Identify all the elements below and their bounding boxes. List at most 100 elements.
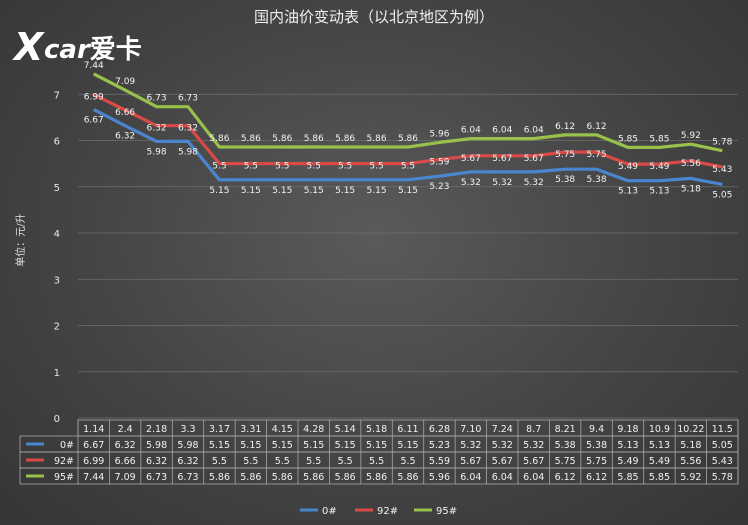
legend-label: 95# (436, 506, 457, 517)
data-label: 5.15 (272, 186, 292, 196)
table-value-cell: 5.15 (335, 440, 356, 451)
data-label: 5.85 (649, 134, 669, 144)
series-line-0 (92, 108, 723, 186)
data-label: 5.86 (241, 134, 261, 144)
xcar-logo: X car爱卡 (12, 25, 142, 69)
table-category-cell: 7.10 (460, 424, 481, 435)
table-value-cell: 5.15 (303, 440, 324, 451)
data-label: 5.15 (335, 186, 355, 196)
table-value-cell: 5.86 (397, 472, 418, 483)
table-value-cell: 5.86 (240, 472, 261, 483)
table-value-cell: 5.13 (649, 440, 670, 451)
data-label: 5.5 (212, 162, 226, 172)
data-label: 5.67 (492, 154, 512, 164)
table-value-cell: 5.5 (338, 456, 353, 467)
table-category-cell: 5.14 (335, 424, 356, 435)
table-category-cell: 9.18 (617, 424, 638, 435)
data-label: 5.15 (367, 186, 387, 196)
grid-lines (78, 93, 738, 419)
y-tick-label: 4 (54, 229, 60, 240)
data-label: 5.05 (712, 190, 732, 200)
data-label: 6.32 (147, 124, 167, 134)
table-value-cell: 5.38 (555, 440, 576, 451)
data-label: 5.92 (681, 131, 701, 141)
data-label: 5.38 (555, 175, 575, 185)
table-category-cell: 5.18 (366, 424, 387, 435)
data-label: 5.5 (338, 162, 352, 172)
series-line-95 (92, 72, 723, 153)
table-category-cell: 4.15 (272, 424, 293, 435)
table-category-cell: 3.17 (209, 424, 230, 435)
table-value-cell: 5.59 (429, 456, 450, 467)
table-value-cell: 5.78 (712, 472, 733, 483)
table-value-cell: 5.32 (523, 440, 544, 451)
data-label: 5.86 (398, 134, 418, 144)
series-line-92 (92, 93, 723, 169)
data-label: 5.15 (304, 186, 324, 196)
table-value-cell: 5.5 (369, 456, 384, 467)
legend-label: 0# (322, 506, 337, 517)
data-label: 5.67 (461, 154, 481, 164)
data-label: 6.99 (84, 93, 104, 103)
data-label: 5.15 (398, 186, 418, 196)
table-value-cell: 5.13 (617, 440, 638, 451)
table-category-cell: 9.4 (589, 424, 604, 435)
data-label: 5.78 (712, 138, 732, 148)
data-label: 6.66 (115, 108, 135, 118)
table-value-cell: 5.5 (243, 456, 258, 467)
data-label: 6.67 (84, 116, 104, 126)
data-table: 1.14 2.4 2.18 3.3 3.17 3.31 4.15 4.28 5.14 5.18 6.… (19, 419, 739, 485)
table-value-cell: 6.32 (177, 456, 198, 467)
table-category-cell: 1.14 (83, 424, 104, 435)
y-tick-label: 0 (54, 414, 60, 425)
y-tick-label: 5 (54, 183, 60, 194)
table-value-cell: 5.32 (492, 440, 513, 451)
data-label: 5.5 (307, 162, 321, 172)
table-value-cell: 5.67 (460, 456, 481, 467)
y-tick-label: 6 (54, 137, 60, 148)
table-category-cell: 2.18 (146, 424, 167, 435)
data-label: 5.13 (649, 187, 669, 197)
table-value-cell: 5.5 (400, 456, 415, 467)
table-value-cell: 5.05 (712, 440, 733, 451)
logo-text: car爱卡 (44, 35, 142, 65)
table-value-cell: 5.98 (146, 440, 167, 451)
table-category-cell: 2.4 (118, 424, 133, 435)
table-value-cell: 5.49 (649, 456, 670, 467)
table-value-cell: 6.66 (115, 456, 136, 467)
data-label: 6.12 (587, 122, 607, 132)
table-value-cell: 5.5 (275, 456, 290, 467)
table-value-cell: 5.96 (429, 472, 450, 483)
table-value-cell: 5.38 (586, 440, 607, 451)
table-value-cell: 6.32 (146, 456, 167, 467)
table-value-cell: 5.75 (586, 456, 607, 467)
data-label: 5.32 (492, 178, 512, 188)
data-label: 5.56 (681, 159, 701, 169)
data-label: 6.73 (147, 94, 167, 104)
data-label: 5.85 (618, 134, 638, 144)
data-label: 5.67 (524, 154, 544, 164)
data-label: 5.5 (244, 162, 258, 172)
data-label: 7.44 (84, 61, 104, 71)
table-value-cell: 5.67 (523, 456, 544, 467)
data-label: 5.13 (618, 187, 638, 197)
table-value-cell: 5.15 (397, 440, 418, 451)
table-value-cell: 6.73 (146, 472, 167, 483)
table-value-cell: 5.15 (240, 440, 261, 451)
table-value-cell: 5.15 (366, 440, 387, 451)
table-value-cell: 5.86 (272, 472, 293, 483)
table-value-cell: 6.99 (83, 456, 104, 467)
series-group: 6.67 6.32 5.98 5.98 5.15 5.15 5.15 5.15 5.15 5.15… (84, 61, 733, 201)
table-value-cell: 6.67 (83, 440, 104, 451)
data-label: 5.38 (587, 175, 607, 185)
logo-x-glyph: X (12, 25, 45, 69)
table-value-cell: 6.12 (586, 472, 607, 483)
data-label: 5.75 (587, 150, 607, 160)
y-tick-labels: 0 1 2 3 4 5 6 7 (54, 90, 60, 425)
table-row (19, 467, 739, 485)
data-label: 5.18 (681, 184, 701, 194)
table-value-cell: 5.85 (617, 472, 638, 483)
data-label: 5.49 (618, 162, 638, 172)
table-value-cell: 6.04 (523, 472, 544, 483)
